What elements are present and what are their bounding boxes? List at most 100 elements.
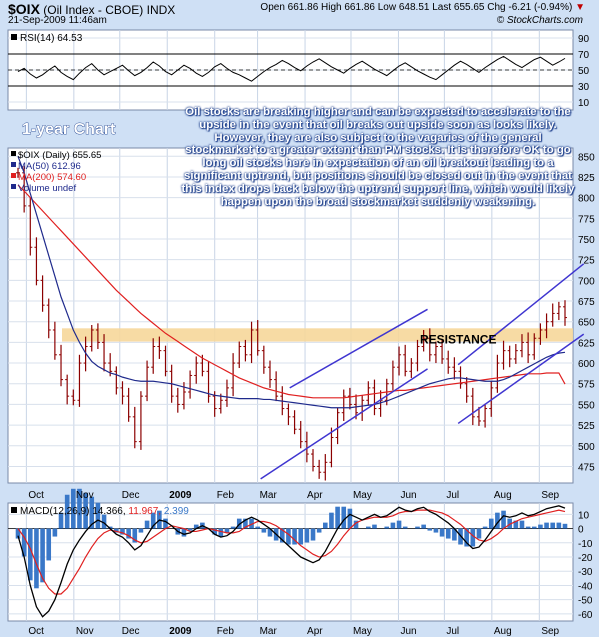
rsi-y-tick-label: 50 <box>578 66 590 77</box>
macd-histogram-bar <box>310 528 316 541</box>
macd-histogram-bar <box>353 520 359 529</box>
macd-x-tick-label: Apr <box>307 626 323 637</box>
macd-y-tick-label: -20 <box>578 553 593 564</box>
macd-histogram-bar <box>421 524 426 529</box>
macd-histogram-bar <box>243 518 248 529</box>
trendline-lower-channel-2 <box>457 333 585 425</box>
price-y-tick-label: 500 <box>578 442 595 453</box>
macd-legend: MACD(12,26,9) 14.366, 11.967, 2.399 <box>20 506 189 517</box>
volume-legend-swatch <box>11 184 16 189</box>
ma200-legend-label: MA(200) 574.60 <box>18 172 86 183</box>
macd-histogram-bar <box>114 528 119 533</box>
macd-histogram-bar <box>40 528 45 583</box>
macd-histogram-bar <box>501 510 506 529</box>
macd-histogram-bar <box>71 488 76 529</box>
macd-y-tick-label: -50 <box>578 596 593 607</box>
macd-histogram-bar <box>464 528 469 547</box>
macd-histogram-bar <box>15 528 21 539</box>
macd-histogram-bar <box>193 524 199 529</box>
ma50-line <box>17 156 566 409</box>
macd-histogram-bar <box>439 528 445 537</box>
macd-histogram-bar <box>329 512 334 529</box>
macd-histogram-bar <box>322 522 328 529</box>
exchange: INDX <box>146 3 176 17</box>
macd-histogram-bar <box>101 514 107 529</box>
macd-histogram-bar <box>544 522 549 529</box>
macd-x-tick-label: Jun <box>400 626 416 637</box>
macd-x-tick-label: 2009 <box>169 626 192 637</box>
macd-histogram-bar <box>445 528 451 539</box>
price-x-tick-label: Sep <box>541 490 559 501</box>
price-x-tick-label: May <box>353 490 372 501</box>
trendline-lower-channel-1 <box>260 368 428 480</box>
price-x-tick-label: 2009 <box>169 490 192 501</box>
macd-histogram-bar <box>27 528 33 581</box>
price-x-tick-label: Aug <box>494 490 512 501</box>
macd-histogram-bar <box>64 494 70 529</box>
macd-y-tick-label: -40 <box>578 581 593 592</box>
ma50-legend-label: MA(50) 612.96 <box>18 161 81 172</box>
price-y-tick-label: 600 <box>578 359 595 370</box>
macd-histogram-bar <box>150 512 156 529</box>
macd-histogram-bar <box>482 526 488 529</box>
macd-histogram-bar <box>120 528 125 535</box>
macd-y-tick-label: 0 <box>578 525 584 536</box>
price-x-tick-label: Oct <box>28 490 44 501</box>
macd-y-tick-label: -30 <box>578 567 593 578</box>
macd-histogram-bar <box>95 502 101 529</box>
macd-histogram-bar <box>230 526 236 529</box>
price-y-tick-label: 775 <box>578 214 595 225</box>
macd-histogram-bar <box>89 496 95 529</box>
resistance-band <box>62 328 573 342</box>
macd-histogram-bar <box>138 528 144 533</box>
macd-legend-label: MACD(12,26,9) <box>20 506 92 517</box>
price-y-tick-label: 725 <box>578 256 595 267</box>
macd-histogram-bar <box>525 526 531 529</box>
macd-histogram-bar <box>433 528 439 533</box>
macd-x-tick-label: Nov <box>76 626 94 637</box>
macd-histogram-bar <box>427 528 433 531</box>
macd-histogram-bar <box>562 523 568 529</box>
macd-histogram-bar <box>550 522 556 529</box>
price-y-tick-label: 475 <box>578 462 595 473</box>
macd-histogram-bar <box>347 508 353 529</box>
macd-histogram-bar <box>513 520 519 529</box>
macd-histogram-bar <box>249 518 254 529</box>
macd-histogram-value-label: 2.399 <box>164 506 189 517</box>
macd-histogram-bar <box>187 528 193 531</box>
macd-histogram-bar <box>181 528 187 537</box>
macd-histogram-bar <box>470 528 476 547</box>
price-x-tick-label: Jun <box>400 490 416 501</box>
price-y-tick-label: 525 <box>578 421 595 432</box>
symbol: $OIX <box>8 1 40 17</box>
price-y-tick-label: 800 <box>578 194 595 205</box>
ma200-line <box>17 184 566 399</box>
macd-x-tick-label: Jul <box>446 626 459 637</box>
macd-histogram-bar <box>58 512 64 529</box>
macd-histogram-bar <box>132 528 138 543</box>
macd-histogram-bar <box>304 528 310 543</box>
rsi-line <box>17 55 566 82</box>
price-legend-swatch <box>11 151 16 156</box>
rsi-legend-label: RSI(14) 64.53 <box>20 33 83 44</box>
macd-histogram-bar <box>519 520 525 529</box>
macd-histogram-bar <box>507 518 512 529</box>
macd-histogram-bar <box>488 518 494 529</box>
macd-histogram-bar <box>495 512 500 529</box>
price-y-tick-label: 750 <box>578 235 595 246</box>
rsi-y-tick-label: 90 <box>578 34 590 45</box>
quote-values: Open 661.86 High 661.86 Low 648.51 Last … <box>260 2 573 13</box>
macd-histogram-bar <box>452 528 457 541</box>
macd-histogram-bar <box>286 528 291 545</box>
macd-histogram-bar <box>34 528 39 589</box>
macd-histogram-bar <box>316 528 322 533</box>
price-y-tick-label: 650 <box>578 318 595 329</box>
price-y-tick-label: 575 <box>578 380 595 391</box>
price-x-tick-label: Nov <box>76 490 94 501</box>
price-panel <box>7 147 574 484</box>
macd-x-tick-label: Aug <box>494 626 512 637</box>
macd-histogram-bar <box>292 528 297 545</box>
macd-histogram-bar <box>77 488 82 529</box>
price-legend-label: $OIX (Daily) 655.65 <box>18 150 101 161</box>
